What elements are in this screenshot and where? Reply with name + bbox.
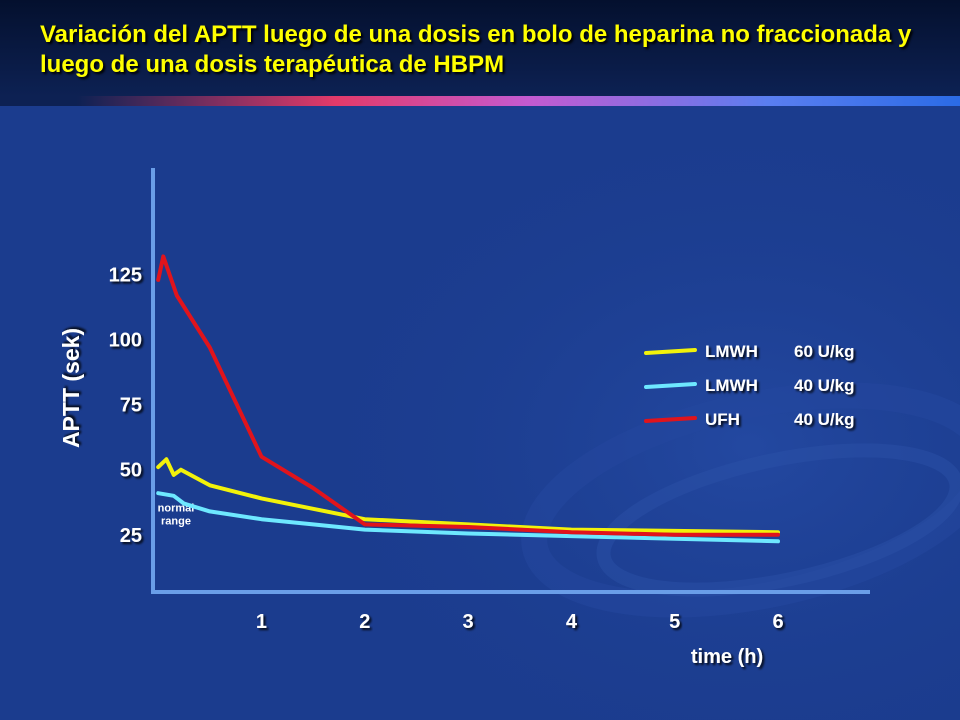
x-tick-label: 3 [463,611,474,633]
y-tick-label: 100 [109,330,142,352]
legend-swatch [644,416,697,423]
x-axis-label: time (h) [691,646,763,668]
x-tick-label: 5 [669,611,680,633]
x-tick-label: 1 [256,611,267,633]
y-tick-label: 125 [109,265,142,287]
y-tick-label: 50 [120,460,142,482]
legend-label: LMWH [705,376,758,395]
x-tick-label: 4 [566,611,578,633]
x-tick-label: 2 [359,611,370,633]
slide-title: Variación del APTT luego de una dosis en… [40,21,912,78]
x-tick-label: 6 [772,611,783,633]
y-axis-label: APTT (sek) [58,328,84,448]
legend-dose: 40 U/kg [794,410,854,429]
y-tick-label: 25 [120,525,142,547]
legend-swatch [644,348,697,355]
title-bar: Variación del APTT luego de una dosis en… [0,0,960,96]
lmwh-40-series-line [156,491,780,544]
lmwh-60-series-line [156,457,780,535]
title-divider [0,96,960,106]
legend-swatch [644,382,697,389]
legend-dose: 60 U/kg [794,342,854,361]
legend-label: LMWH [705,342,758,361]
y-tick-label: 75 [120,395,142,417]
legend-label: UFH [705,410,740,429]
legend-dose: 40 U/kg [794,376,854,395]
ufh-series-line [156,254,780,537]
